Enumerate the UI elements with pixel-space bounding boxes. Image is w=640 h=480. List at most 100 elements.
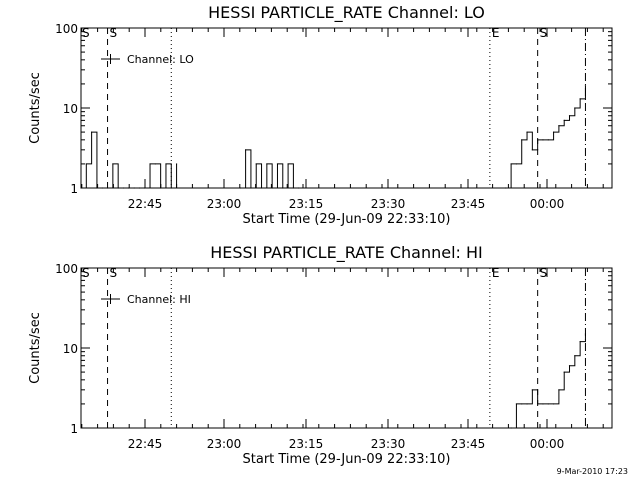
data-point bbox=[584, 85, 587, 87]
data-point bbox=[552, 403, 555, 405]
chart-title: HESSI PARTICLE_RATE Channel: HI bbox=[210, 243, 483, 263]
data-point bbox=[510, 163, 512, 165]
y-tick-label: 10 bbox=[63, 102, 78, 116]
data-point bbox=[542, 403, 544, 405]
data-point bbox=[515, 403, 518, 405]
data-point bbox=[260, 187, 263, 189]
time-marker-label: S bbox=[110, 266, 118, 280]
y-axis-label: Counts/sec bbox=[28, 312, 43, 384]
data-point bbox=[558, 389, 560, 391]
x-tick-label: 23:15 bbox=[289, 437, 324, 451]
x-tick-label: 23:15 bbox=[289, 197, 324, 211]
x-tick-label: 00:00 bbox=[530, 437, 565, 451]
x-tick-label: 23:45 bbox=[451, 437, 486, 451]
data-point bbox=[531, 149, 533, 151]
x-tick-label: 23:00 bbox=[207, 437, 242, 451]
time-marker-label: E bbox=[492, 26, 500, 40]
data-point bbox=[266, 163, 268, 165]
x-axis-label: Start Time (29-Jun-09 22:33:10) bbox=[243, 212, 451, 227]
data-point bbox=[515, 163, 518, 165]
data-point bbox=[250, 187, 252, 189]
data-point bbox=[526, 403, 528, 405]
x-axis-label: Start Time (29-Jun-09 22:33:10) bbox=[243, 452, 451, 467]
legend-label: Channel: LO bbox=[127, 53, 194, 66]
data-point bbox=[144, 187, 146, 189]
chart-title: HESSI PARTICLE_RATE Channel: LO bbox=[208, 3, 485, 23]
start-marker-label: S bbox=[82, 266, 90, 280]
data-point bbox=[276, 163, 279, 165]
data-point bbox=[526, 131, 528, 133]
data-point bbox=[521, 403, 523, 405]
data-point bbox=[160, 187, 162, 189]
generation-timestamp: 9-Mar-2010 17:23 bbox=[556, 467, 628, 476]
data-point bbox=[563, 119, 565, 121]
start-marker-label: S bbox=[82, 26, 90, 40]
data-point bbox=[292, 187, 294, 189]
data-point bbox=[521, 139, 523, 141]
data-point bbox=[239, 187, 241, 189]
x-tick-label: 23:00 bbox=[207, 197, 242, 211]
data-point bbox=[552, 131, 555, 133]
data-point bbox=[128, 187, 130, 189]
time-marker-label: S bbox=[540, 266, 548, 280]
time-marker-label: E bbox=[492, 266, 500, 280]
data-point bbox=[579, 341, 581, 343]
y-tick-label: 10 bbox=[63, 342, 78, 356]
legend-label: Channel: HI bbox=[127, 293, 191, 306]
data-point bbox=[101, 187, 103, 189]
data-point bbox=[574, 107, 576, 109]
chart-panel-0: HESSI PARTICLE_RATE Channel: LO 1 10 100 Cou… bbox=[28, 3, 613, 227]
data-point bbox=[149, 163, 151, 165]
data-point bbox=[133, 187, 135, 189]
data-point bbox=[584, 333, 587, 335]
data-point bbox=[505, 187, 507, 189]
data-point bbox=[537, 139, 539, 141]
data-point bbox=[579, 98, 581, 100]
x-tick-label: 22:45 bbox=[128, 197, 163, 211]
series-line bbox=[81, 85, 586, 189]
x-tick-label: 23:45 bbox=[451, 197, 486, 211]
data-point bbox=[91, 131, 93, 133]
data-point bbox=[558, 125, 560, 127]
data-point bbox=[106, 187, 109, 189]
y-tick-label: 100 bbox=[55, 22, 78, 36]
data-point bbox=[568, 115, 571, 117]
x-tick-label: 23:30 bbox=[371, 437, 406, 451]
chart-panel-1: HESSI PARTICLE_RATE Channel: HI 1 10 100 Cou… bbox=[28, 243, 613, 467]
data-point bbox=[568, 365, 571, 367]
data-point bbox=[298, 187, 300, 189]
x-tick-label: 22:45 bbox=[128, 437, 163, 451]
data-point bbox=[165, 163, 167, 165]
data-point bbox=[510, 427, 512, 429]
data-point bbox=[542, 139, 544, 141]
data-point bbox=[563, 371, 565, 373]
data-point bbox=[117, 187, 119, 189]
data-point bbox=[547, 139, 549, 141]
data-point bbox=[271, 187, 273, 189]
data-point bbox=[547, 403, 549, 405]
data-point bbox=[255, 163, 257, 165]
x-tick-label: 00:00 bbox=[530, 197, 565, 211]
data-point bbox=[245, 149, 247, 151]
y-tick-label: 1 bbox=[70, 422, 78, 436]
data-point bbox=[287, 163, 289, 165]
data-point bbox=[96, 187, 98, 189]
data-point bbox=[138, 187, 141, 189]
data-point bbox=[122, 187, 125, 189]
time-marker-label: S bbox=[540, 26, 548, 40]
data-point bbox=[112, 163, 114, 165]
data-point bbox=[170, 187, 172, 189]
data-point bbox=[154, 163, 156, 165]
y-tick-label: 1 bbox=[70, 182, 78, 196]
x-tick-label: 23:30 bbox=[371, 197, 406, 211]
data-point bbox=[537, 403, 539, 405]
data-point bbox=[80, 187, 82, 189]
y-tick-label: 100 bbox=[55, 262, 78, 276]
series-line bbox=[511, 333, 586, 429]
data-point bbox=[282, 187, 284, 189]
data-point bbox=[85, 163, 87, 165]
data-point bbox=[175, 163, 178, 165]
time-marker-label: S bbox=[110, 26, 118, 40]
data-point bbox=[531, 389, 533, 391]
